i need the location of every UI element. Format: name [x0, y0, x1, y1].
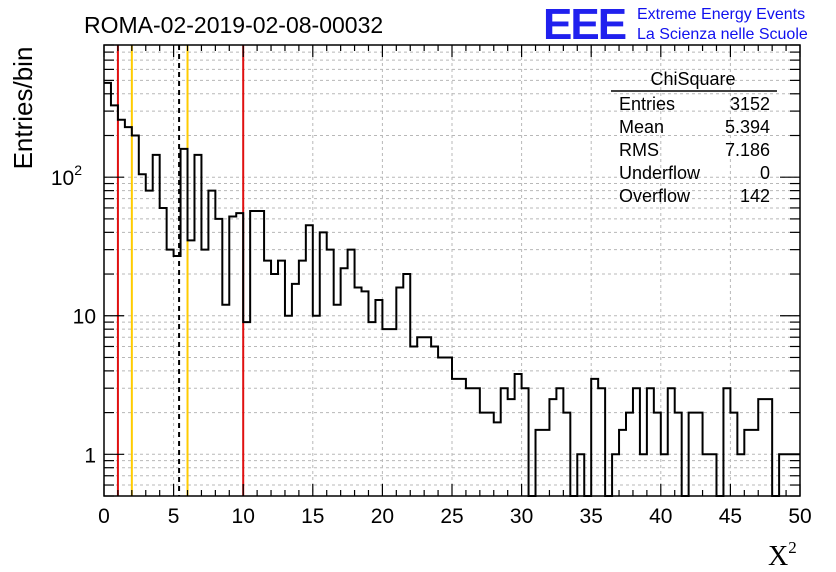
stats-value: 0: [760, 163, 770, 183]
eee-logo-mark: EEE: [543, 0, 626, 49]
eee-logo-line1: Extreme Energy Events: [637, 6, 805, 23]
x-axis-ticks: 0 5 10 15 20 25 30 35 40 45 50: [98, 45, 812, 528]
x-tick-label: 50: [788, 505, 811, 528]
y-tick-label: 102: [51, 162, 82, 190]
stats-label: RMS: [619, 140, 659, 160]
chart-title: ROMA-02-2019-02-08-00032: [84, 12, 383, 38]
stats-value: 5.394: [725, 117, 770, 137]
y-tick-label: 1: [84, 444, 96, 467]
eee-logo-line2: La Scienza nelle Scuole: [637, 26, 808, 43]
x-tick-label: 15: [301, 505, 324, 528]
stats-label: Overflow: [619, 186, 691, 206]
y-axis-ticks: 1 10 102: [51, 44, 800, 497]
eee-logo: EEE Extreme Energy Events La Scienza nel…: [543, 0, 808, 49]
x-tick-label: 45: [719, 505, 742, 528]
x-tick-label: 20: [371, 505, 394, 528]
stats-rows: Entries 3152 Mean 5.394 RMS 7.186 Underflow 0 Ov…: [619, 94, 770, 206]
x-axis-label: X2: [768, 538, 797, 572]
stats-label: Entries: [619, 94, 675, 114]
histogram-outline: [104, 81, 800, 497]
histogram-bars: [104, 81, 800, 497]
y-tick-label: 10: [73, 306, 96, 329]
x-tick-label: 40: [649, 505, 672, 528]
grid-lines: [104, 44, 800, 497]
stats-label: Underflow: [619, 163, 701, 183]
x-tick-label: 10: [232, 505, 255, 528]
x-tick-label: 30: [510, 505, 533, 528]
stats-title: ChiSquare: [650, 69, 735, 89]
stats-value: 7.186: [725, 140, 770, 160]
y-axis-label: Entries/bin: [8, 47, 38, 170]
x-tick-label: 5: [168, 505, 180, 528]
x-axis-label-base: X: [768, 541, 788, 572]
x-tick-label: 35: [580, 505, 603, 528]
stats-label: Mean: [619, 117, 664, 137]
x-axis-label-sup: 2: [788, 538, 797, 557]
reference-lines: [116, 45, 245, 496]
stats-box: ChiSquare Entries 3152 Mean 5.394 RMS 7.186 Un…: [611, 69, 777, 206]
x-tick-label: 25: [440, 505, 463, 528]
stats-value: 142: [740, 186, 770, 206]
x-tick-label: 0: [98, 505, 110, 528]
stats-value: 3152: [730, 94, 770, 114]
